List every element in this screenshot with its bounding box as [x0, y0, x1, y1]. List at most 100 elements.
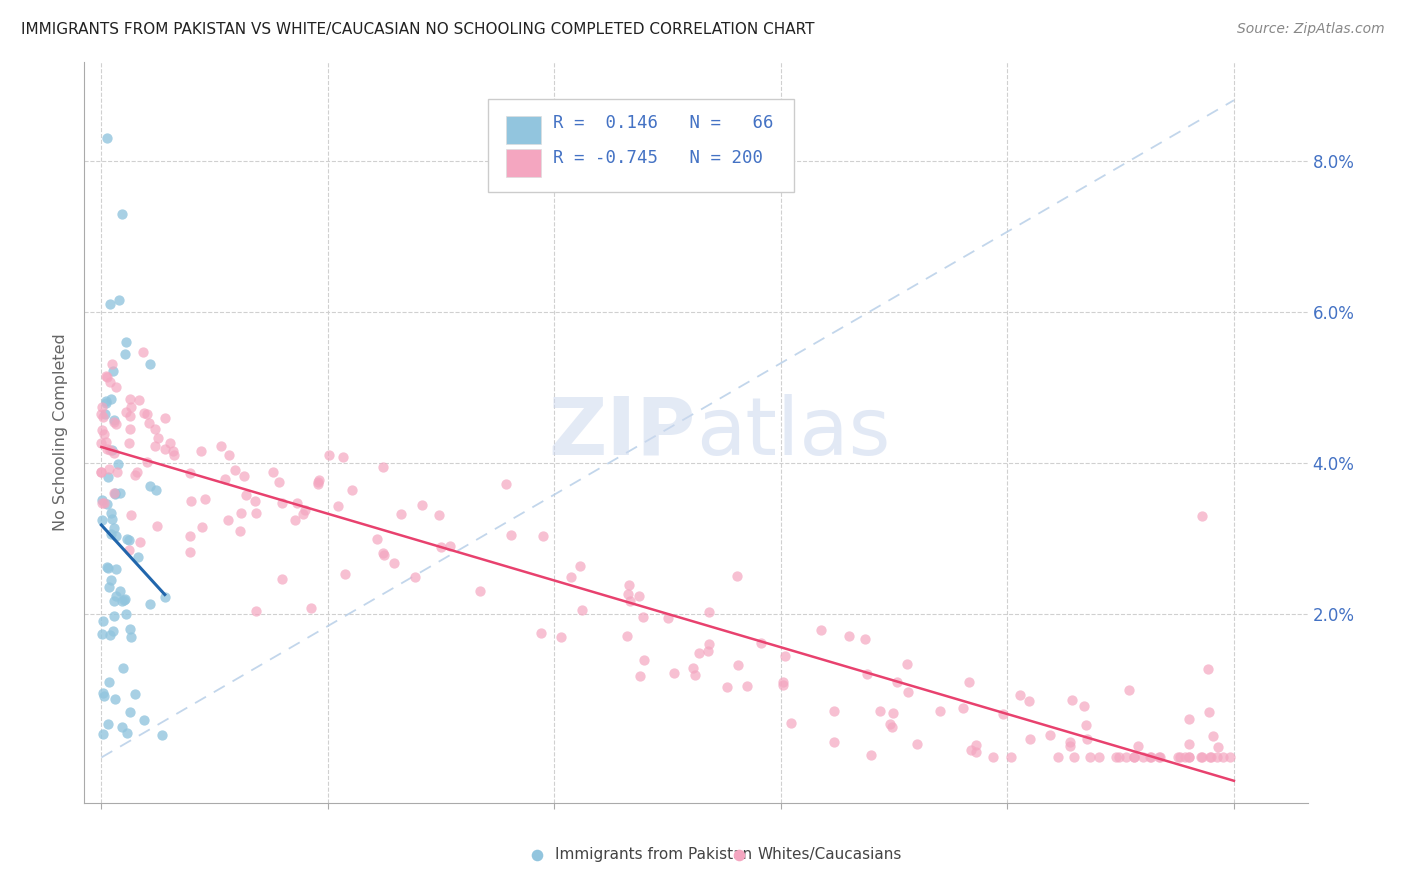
- Point: [112, 593, 135, 607]
- Point: [1206, 739, 1229, 754]
- Point: [103, 412, 125, 426]
- Point: [1178, 750, 1201, 764]
- Point: [233, 469, 256, 483]
- Point: [146, 431, 169, 445]
- Point: [1047, 750, 1070, 764]
- Point: [617, 587, 640, 601]
- Point: [905, 737, 928, 751]
- Point: [90, 513, 112, 527]
- Text: Whites/Caucasians: Whites/Caucasians: [758, 847, 901, 863]
- Point: [1118, 682, 1140, 697]
- Point: [430, 540, 453, 554]
- Point: [1174, 750, 1197, 764]
- Point: [633, 653, 655, 667]
- Point: [952, 701, 974, 715]
- Point: [965, 746, 987, 760]
- Point: [617, 577, 640, 591]
- Point: [1126, 739, 1149, 753]
- Point: [98, 462, 121, 476]
- Point: [1000, 750, 1022, 764]
- Point: [91, 614, 114, 628]
- Point: [138, 598, 160, 612]
- Point: [90, 493, 112, 508]
- Point: [105, 562, 128, 576]
- Point: [224, 463, 246, 477]
- Point: [91, 627, 114, 641]
- Point: [727, 657, 749, 672]
- Point: [1139, 750, 1161, 764]
- Point: [153, 591, 176, 605]
- Point: [1008, 688, 1031, 702]
- Point: [90, 496, 112, 510]
- Point: [115, 533, 138, 547]
- Text: R = -0.745   N = 200: R = -0.745 N = 200: [553, 149, 763, 167]
- Point: [101, 511, 124, 525]
- Point: [93, 496, 115, 510]
- Point: [120, 392, 142, 406]
- Point: [120, 422, 142, 436]
- Point: [143, 439, 166, 453]
- Point: [880, 720, 903, 734]
- Point: [243, 493, 266, 508]
- Point: [162, 449, 184, 463]
- Point: [111, 720, 134, 734]
- Point: [470, 583, 492, 598]
- Point: [103, 593, 125, 607]
- Point: [1177, 737, 1199, 751]
- Point: [101, 443, 124, 458]
- Point: [775, 648, 797, 663]
- Point: [307, 475, 329, 489]
- Point: [114, 347, 136, 361]
- Point: [628, 669, 651, 683]
- Point: [725, 568, 748, 582]
- Point: [1197, 662, 1219, 676]
- Point: [96, 131, 118, 145]
- Point: [716, 680, 738, 694]
- Point: [1167, 750, 1189, 764]
- Point: [860, 748, 883, 763]
- Point: [118, 622, 141, 636]
- Point: [104, 417, 127, 431]
- Point: [118, 409, 141, 423]
- Point: [96, 498, 118, 512]
- Point: [929, 704, 952, 718]
- Point: [1199, 750, 1222, 764]
- Point: [697, 637, 720, 651]
- Point: [1191, 508, 1213, 523]
- Point: [98, 580, 121, 594]
- Point: [1168, 750, 1191, 764]
- Point: [128, 393, 150, 408]
- Point: [103, 446, 125, 460]
- Point: [530, 626, 553, 640]
- Point: [105, 589, 128, 603]
- Point: [373, 548, 395, 562]
- Point: [439, 539, 461, 553]
- Point: [1018, 694, 1040, 708]
- Point: [291, 507, 314, 521]
- Point: [284, 513, 307, 527]
- Point: [179, 545, 201, 559]
- Point: [411, 498, 433, 512]
- Point: [98, 443, 121, 458]
- Point: [550, 630, 572, 644]
- Point: [823, 734, 845, 748]
- Point: [115, 334, 138, 349]
- Point: [856, 667, 879, 681]
- Point: [838, 629, 860, 643]
- Point: [100, 357, 122, 371]
- Point: [1149, 750, 1171, 764]
- Point: [120, 400, 142, 414]
- Point: [780, 716, 803, 731]
- Point: [94, 407, 117, 421]
- Point: [332, 450, 354, 464]
- Text: ZIP: ZIP: [548, 393, 696, 472]
- Point: [100, 506, 122, 520]
- Point: [97, 717, 120, 731]
- Point: [882, 706, 904, 720]
- Point: [209, 439, 232, 453]
- Point: [134, 713, 156, 727]
- Point: [957, 674, 980, 689]
- Point: [100, 392, 122, 406]
- Point: [135, 407, 157, 421]
- Point: [134, 406, 156, 420]
